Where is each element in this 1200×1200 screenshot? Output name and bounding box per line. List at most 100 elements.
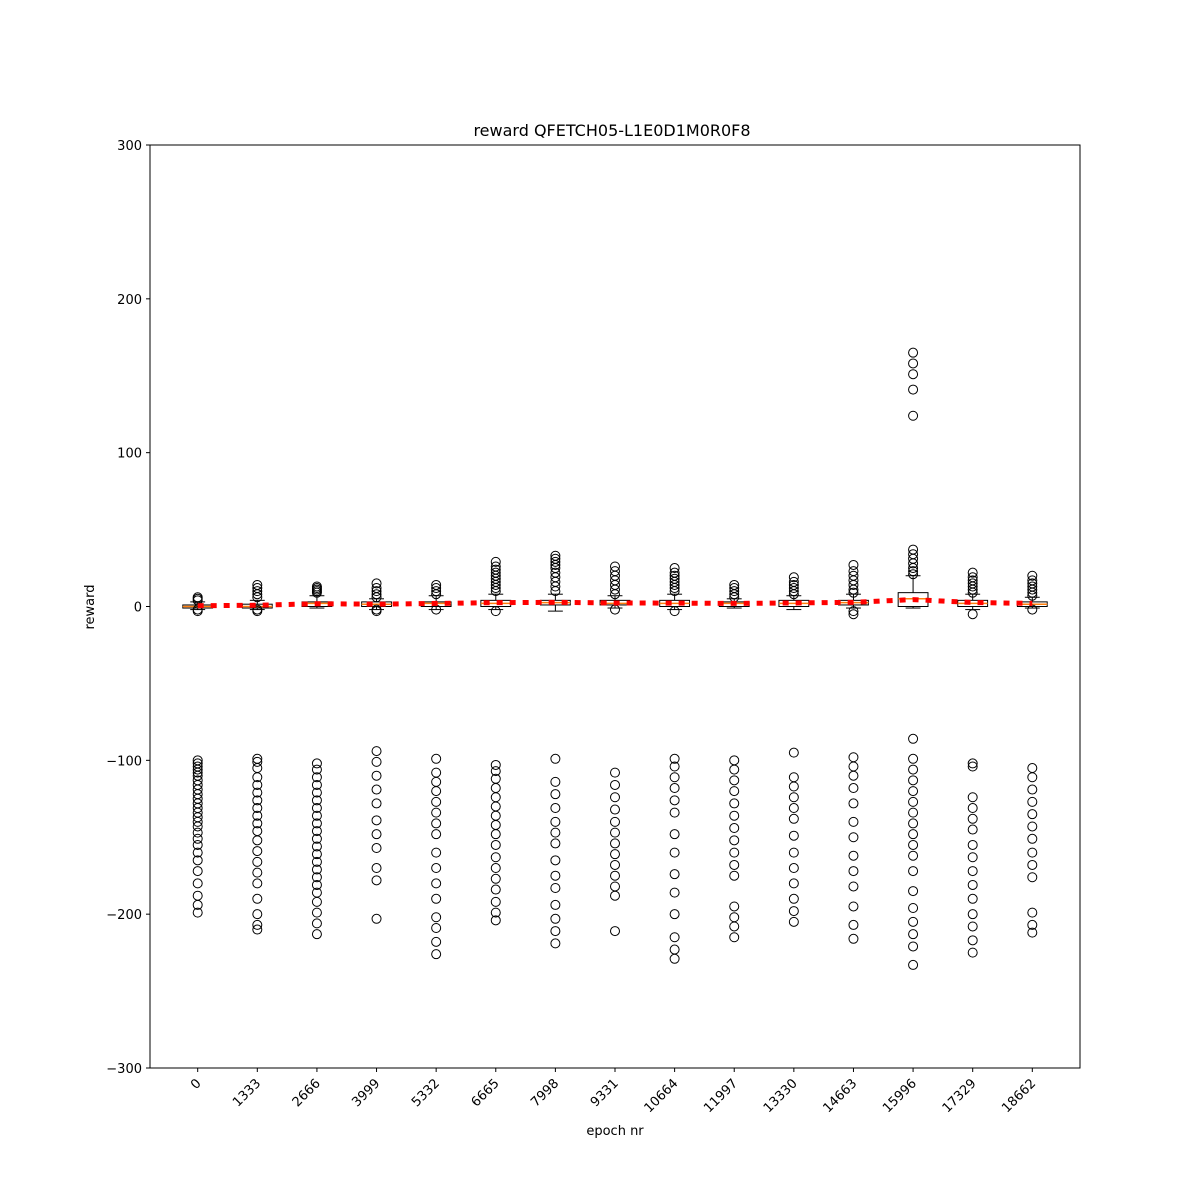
outlier-point [848,579,859,590]
outlier-point [729,786,740,797]
outlier-point [490,896,501,907]
outlier-point [371,592,382,603]
outlier-point [431,786,442,797]
outlier-point [252,803,263,814]
outlier-point [550,913,561,924]
outlier-point [729,835,740,846]
outlier-point [550,559,561,570]
outlier-point [908,764,919,775]
outlier-point [490,759,501,770]
outlier-point [431,589,442,600]
outlier-point [908,850,919,861]
outlier-point [610,859,620,870]
outlier-point [311,907,322,918]
outlier-point [490,863,501,874]
outlier-point [848,783,859,794]
outlier-point [610,779,620,790]
outlier-point [431,818,442,829]
outlier-point [908,916,919,927]
outlier-point [908,829,919,840]
outlier-point [311,795,322,806]
y-tick-label: −200 [106,908,142,923]
outlier-point [729,810,740,821]
outlier-point [729,847,740,858]
outlier-point [908,733,919,744]
outlier-point [1027,590,1038,601]
outlier-point [788,747,799,758]
outlier-point [729,859,740,870]
outlier-point [311,810,322,821]
outlier-point [192,833,203,844]
outlier-point [967,879,978,890]
outlier-point [1027,859,1038,870]
outlier-point [550,827,561,838]
outlier-point [788,586,799,597]
outlier-point [431,807,442,818]
outlier-point [550,855,561,866]
outlier-point [550,803,561,814]
outlier-point [967,935,978,946]
outlier-point [431,923,442,934]
outlier-point [788,803,799,814]
outlier-point [788,830,799,841]
outlier-point [788,863,799,874]
outlier-point [729,901,740,912]
outlier-point [908,369,919,380]
outlier-point [252,810,263,821]
outlier-point [311,929,322,940]
outlier-point [252,856,263,867]
outlier-point [431,583,442,594]
outlier-point [431,829,442,840]
outlier-point [192,866,203,877]
outlier-point [669,829,680,840]
outlier-point [788,781,799,792]
outlier-point [490,829,501,840]
outlier-point [610,890,620,901]
outlier-point [729,589,740,600]
outlier-point [669,583,680,594]
outlier-point [908,903,919,914]
outlier-point [729,823,740,834]
outlier-point [788,792,799,803]
outlier-point [669,953,680,964]
outlier-point [967,758,978,769]
outlier-point [371,746,382,757]
outlier-point [192,827,203,838]
chart-title: reward QFETCH05-L1E0D1M0R0F8 [473,121,750,140]
outlier-point [610,792,620,803]
outlier-point [908,753,919,764]
outlier-point [1027,604,1038,615]
mean-line [197,597,1033,609]
outlier-point [669,761,680,772]
outlier-point [669,753,680,764]
outlier-point [788,813,799,824]
outlier-point [550,586,561,597]
outlier-point [908,786,919,797]
outlier-point [908,818,919,829]
outlier-point [848,584,859,595]
outlier-point [967,581,978,592]
outlier-point [550,883,561,894]
outlier-point [252,779,263,790]
y-tick-label: 100 [117,447,142,462]
outlier-point [967,947,978,958]
outlier-point [371,875,382,886]
outlier-point [669,795,680,806]
outlier-point [252,909,263,920]
outlier-point [311,896,322,907]
outlier-point [431,936,442,947]
outlier-point [848,798,859,809]
outlier-point [371,756,382,767]
outlier-point [490,766,501,777]
outlier-point [371,606,382,617]
outlier-point [908,775,919,786]
outlier-point [967,839,978,850]
outlier-point [908,839,919,850]
outlier-point [252,867,263,878]
outlier-point [311,587,322,598]
outlier-point [252,589,263,600]
outlier-point [967,792,978,803]
outlier-point [550,776,561,787]
outlier-point [908,563,919,574]
outlier-point [550,838,561,849]
